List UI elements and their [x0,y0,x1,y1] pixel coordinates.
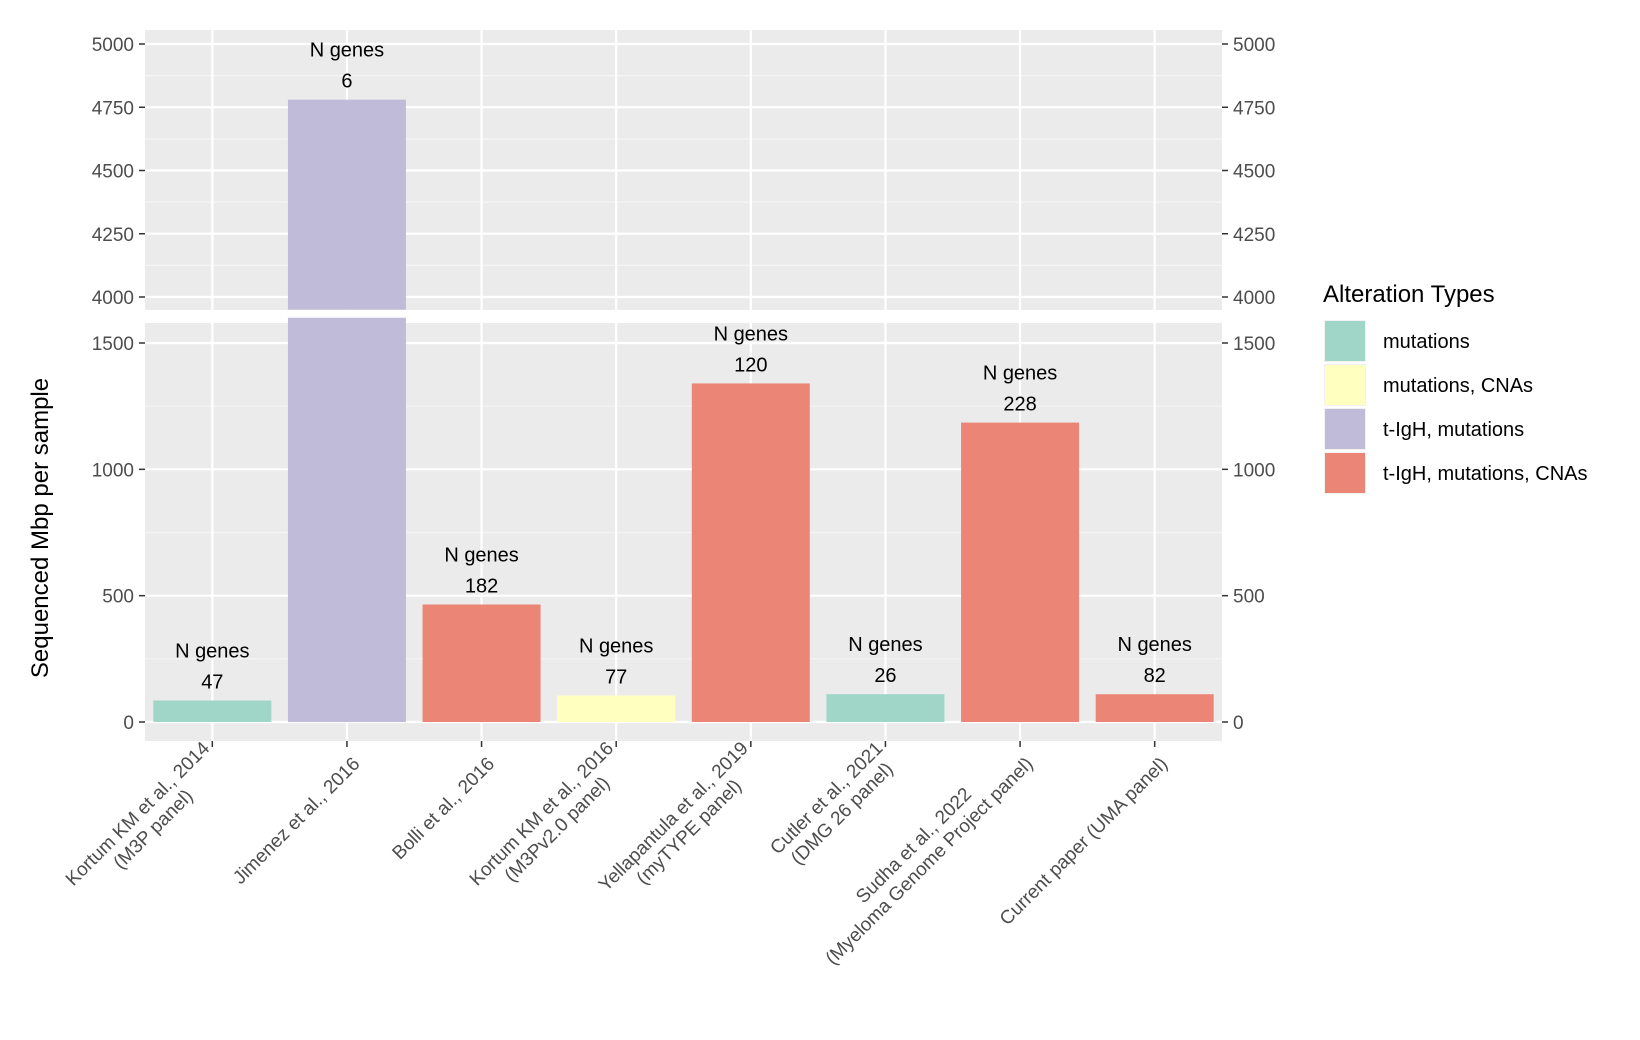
bars [153,99,1214,722]
bar [691,383,810,722]
bar-annotation-value: 26 [874,665,896,687]
x-tick-label: Jimenez et al., 2016 [229,754,364,889]
x-axis-labels: Kortum KM et al., 2014(M3P panel) Jimenez… [62,738,1172,970]
x-tick-label: Kortum KM et al., 2014(M3P panel) [62,738,215,891]
bar-annotation-title: N genes [175,641,250,663]
y-tick-label-right: 1500 [1233,334,1275,355]
y-tick-label-right: 0 [1233,713,1244,734]
legend: Alteration Types mutations mutations, CNA… [1323,281,1588,494]
legend-swatch [1325,321,1365,361]
legend-swatch [1325,453,1365,493]
bar [826,694,945,722]
y-tick-label-left: 4250 [92,225,134,246]
y-tick-label-left: 0 [123,713,134,734]
x-tick-label: Bolli et al., 2016 [389,754,499,864]
bar-lower-segment [287,317,406,722]
legend-label: mutations [1383,331,1470,353]
y-tick-label-left: 5000 [92,35,134,56]
y-tick-label-left: 4750 [92,98,134,119]
y-tick-label-right: 4250 [1233,225,1275,246]
bar [557,695,676,722]
bar [1095,694,1214,722]
y-axis-title: Sequenced Mbp per sample [27,378,54,678]
y-tick-label-left: 4500 [92,162,134,183]
bar-annotation-value: 6 [341,71,352,93]
bar-annotation-title: N genes [444,545,519,567]
bar-annotation-title: N genes [848,634,923,656]
y-tick-label-right: 4500 [1233,162,1275,183]
legend-title: Alteration Types [1323,281,1495,308]
bar-annotation-title: N genes [310,40,385,62]
bar-annotation-title: N genes [983,363,1058,385]
bar [422,604,541,722]
y-tick-label-right: 4750 [1233,98,1275,119]
legend-label: mutations, CNAs [1383,375,1533,397]
bar-annotation-value: 120 [734,354,767,376]
legend-label: t-IgH, mutations [1383,419,1524,441]
legend-swatch [1325,365,1365,405]
bar-annotation-value: 182 [465,576,498,598]
bar-annotation-title: N genes [714,323,789,345]
bar-annotation-value: 82 [1144,665,1166,687]
y-tick-label-right: 5000 [1233,35,1275,56]
legend-label: t-IgH, mutations, CNAs [1383,463,1588,485]
y-tick-label-right: 500 [1233,587,1265,608]
y-tick-label-right: 4000 [1233,288,1275,309]
y-tick-label-left: 1000 [92,460,134,481]
x-tick-label-line: Jimenez et al., 2016 [229,754,364,889]
bar-annotation-title: N genes [1117,634,1192,656]
x-tick-label-line: Bolli et al., 2016 [389,754,499,864]
bar-upper-segment [287,99,406,310]
bar [961,422,1080,722]
x-tick-label: Cutler et al., 2021(DMG 26 panel) [766,738,897,869]
x-tick-label-line: Kortum KM et al., 2014 [62,738,215,891]
y-tick-label-left: 500 [102,587,134,608]
x-tick-label: Yellapantula et al., 2019(myTYPE panel) [595,738,753,896]
y-tick-label-right: 1000 [1233,460,1275,481]
bar-annotation-value: 47 [201,672,223,694]
bar [153,700,272,722]
bar-labels: N genes 47 N genes 6 N genes 182 N genes 77 N ge… [175,40,1192,694]
bar-annotation-value: 77 [605,666,627,688]
y-tick-label-left: 4000 [92,288,134,309]
x-tick-label-line: Yellapantula et al., 2019 [595,738,753,896]
y-tick-label-left: 1500 [92,334,134,355]
bar-annotation-title: N genes [579,635,654,657]
legend-swatch [1325,409,1365,449]
bar-annotation-value: 228 [1003,394,1036,416]
